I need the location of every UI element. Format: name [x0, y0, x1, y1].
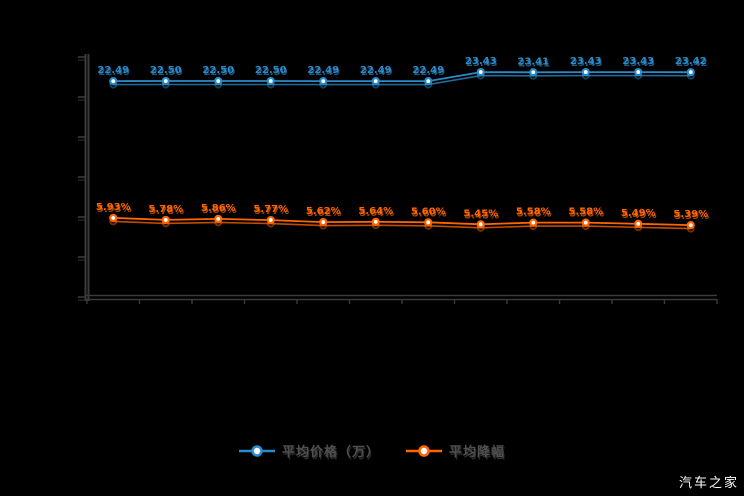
data-label: 23.43 [466, 58, 498, 69]
data-point[interactable] [266, 76, 275, 86]
data-label: 5.64% [359, 208, 394, 219]
data-label: 5.86% [202, 205, 237, 216]
data-label: 22.49 [97, 65, 129, 76]
data-label: 5.93% [96, 202, 131, 213]
data-label: 5.62% [306, 206, 341, 217]
y-axis [78, 54, 90, 301]
data-label: 5.58% [516, 207, 551, 218]
data-point[interactable] [529, 68, 538, 77]
data-point[interactable] [371, 217, 380, 226]
data-point[interactable] [476, 220, 485, 229]
data-label: 5.58% [569, 209, 604, 220]
data-label: 22.49 [412, 65, 444, 76]
data-label: 5.86% [201, 203, 236, 214]
legend-label-avg-discount: 平均降幅 [449, 445, 506, 460]
data-label: 23.41 [518, 58, 550, 69]
data-label: 5.78% [148, 204, 183, 215]
data-point[interactable] [581, 67, 590, 77]
data-label: 23.43 [622, 56, 654, 67]
data-point[interactable] [371, 76, 380, 86]
data-label: 22.49 [307, 65, 339, 76]
data-point[interactable] [266, 215, 275, 225]
data-label: 23.43 [571, 58, 603, 69]
series-line-0 [113, 71, 691, 82]
legend-label-avg-price: 平均价格（万） [281, 445, 380, 460]
data-label: 22.49 [361, 67, 393, 78]
data-point[interactable] [634, 67, 643, 77]
data-point[interactable] [214, 76, 223, 86]
data-point[interactable] [109, 76, 118, 86]
data-label: 22.50 [203, 67, 235, 78]
data-label: 5.62% [307, 208, 342, 219]
data-label: 5.77% [254, 206, 289, 217]
data-point[interactable] [319, 217, 328, 227]
data-label: 23.42 [675, 56, 707, 67]
data-label: 5.93% [97, 204, 132, 215]
data-label: 22.50 [150, 65, 182, 76]
chart-legend: 平均价格（万） 平均降幅 [0, 441, 744, 460]
data-point[interactable] [686, 221, 695, 230]
data-point[interactable] [319, 76, 328, 86]
line-marker-icon-blue [238, 444, 275, 457]
legend-item-avg-discount[interactable]: 平均降幅 [406, 441, 505, 460]
x-axis [85, 294, 718, 304]
data-point[interactable] [161, 76, 170, 86]
data-label: 5.77% [253, 204, 288, 215]
data-label: 22.49 [308, 67, 340, 78]
data-point[interactable] [214, 214, 223, 223]
data-label: 23.42 [676, 58, 708, 69]
data-label: 23.43 [623, 58, 655, 69]
data-label: 5.78% [149, 206, 184, 217]
line-marker-icon-orange [406, 444, 442, 457]
data-label: 5.60% [411, 206, 446, 217]
data-point[interactable] [529, 218, 538, 227]
data-label: 22.50 [256, 67, 288, 78]
data-label: 23.43 [465, 56, 497, 67]
data-label: 5.49% [622, 210, 657, 221]
data-label: 5.39% [673, 209, 708, 220]
data-label: 22.50 [151, 67, 183, 78]
data-label: 23.41 [517, 56, 549, 67]
data-label: 22.50 [202, 65, 234, 76]
data-point[interactable] [581, 218, 590, 227]
data-label: 5.60% [412, 208, 447, 219]
data-label: 22.49 [413, 67, 445, 78]
data-label: 22.50 [255, 65, 287, 76]
watermark-autohome: 汽车之家 [678, 476, 739, 491]
data-point[interactable] [634, 219, 643, 228]
data-label: 5.58% [568, 207, 603, 218]
series-line-1 [113, 217, 691, 226]
data-label: 5.49% [621, 208, 656, 219]
data-label: 22.49 [360, 65, 392, 76]
data-label: 5.58% [517, 209, 552, 220]
data-label: 5.39% [674, 211, 709, 222]
data-point[interactable] [109, 213, 118, 223]
data-label: 22.49 [98, 67, 130, 78]
data-label: 5.45% [464, 210, 499, 221]
data-point[interactable] [476, 67, 485, 77]
data-label: 23.43 [570, 56, 602, 67]
data-point[interactable] [424, 218, 433, 227]
data-label: 5.45% [463, 208, 498, 219]
data-point[interactable] [161, 215, 170, 225]
series-1: 5.93%5.93% 5.78%5.78% 5.86%5.86% 5.77%5.77%… [96, 202, 709, 233]
data-point[interactable] [424, 76, 433, 86]
data-point[interactable] [686, 68, 695, 77]
legend-item-avg-price[interactable]: 平均价格（万） [238, 441, 380, 460]
data-label: 5.64% [358, 206, 393, 217]
